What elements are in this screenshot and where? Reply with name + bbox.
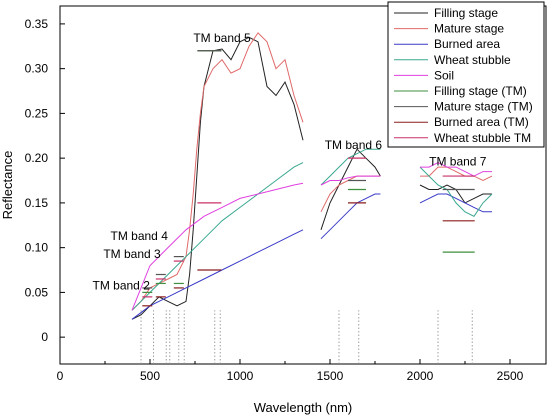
x-axis-label: Wavelength (nm) <box>254 400 353 415</box>
legend-label: Wheat stubble <box>434 53 511 67</box>
y-tick-label: 0 <box>41 330 48 344</box>
plot-frame <box>59 5 547 365</box>
band-guide-lines <box>140 310 473 364</box>
series-line <box>131 229 304 320</box>
series-line <box>131 32 304 311</box>
y-tick-label: 0.20 <box>25 151 49 165</box>
legend-label: Burned area (TM) <box>434 115 529 129</box>
series-layer <box>131 32 493 320</box>
y-tick-label: 0.30 <box>25 62 49 76</box>
band-annotation: TM band 2 <box>93 279 151 293</box>
band-annotation: TM band 6 <box>325 138 383 152</box>
x-tick-label: 2000 <box>407 369 434 383</box>
legend-label: Filling stage <box>434 6 498 20</box>
legend-box <box>387 1 545 148</box>
band-annotation: TM band 5 <box>193 31 251 45</box>
series-line <box>420 162 492 177</box>
band-annotation: TM band 4 <box>111 229 169 243</box>
legend-label: Wheat stubble TM <box>434 131 531 145</box>
x-tick-label: 1000 <box>227 369 254 383</box>
series-line <box>131 182 304 311</box>
x-tick-label: 2500 <box>497 369 524 383</box>
x-tick-label: 0 <box>57 369 64 383</box>
y-tick-label: 0.10 <box>25 241 49 255</box>
series-line <box>320 175 381 186</box>
legend-label: Filling stage (TM) <box>434 84 527 98</box>
series-line <box>419 193 492 213</box>
y-tick-label: 0.35 <box>25 17 49 31</box>
y-tick-label: 0.05 <box>25 285 49 299</box>
series-line <box>420 166 493 182</box>
series-line <box>320 175 381 213</box>
y-tick-label: 0.25 <box>25 106 49 120</box>
series-line <box>320 148 381 186</box>
series-line <box>131 162 304 311</box>
legend-label: Mature stage <box>434 22 504 36</box>
series-line <box>419 184 492 204</box>
y-tick-label: 0.15 <box>25 196 49 210</box>
legend-label: Burned area <box>434 37 500 51</box>
series-line <box>131 36 304 320</box>
x-tick-label: 500 <box>140 369 160 383</box>
legend-label: Soil <box>434 68 454 82</box>
series-line <box>419 166 493 217</box>
axis-ticks: 0 500 1000 1500 2000 2500 0 0.05 0.10 0.15 0.20 0.2… <box>25 17 524 383</box>
x-tick-label: 1500 <box>317 369 344 383</box>
series-line <box>320 193 381 240</box>
y-axis-label: Reflectance <box>0 151 15 220</box>
band-annotation: TM band 7 <box>429 154 487 168</box>
band-annotation: TM band 3 <box>103 247 161 261</box>
legend-label: Mature stage (TM) <box>434 100 533 114</box>
annotations: TM band 2 TM band 3 TM band 4 TM band 5 TM b… <box>93 31 487 293</box>
